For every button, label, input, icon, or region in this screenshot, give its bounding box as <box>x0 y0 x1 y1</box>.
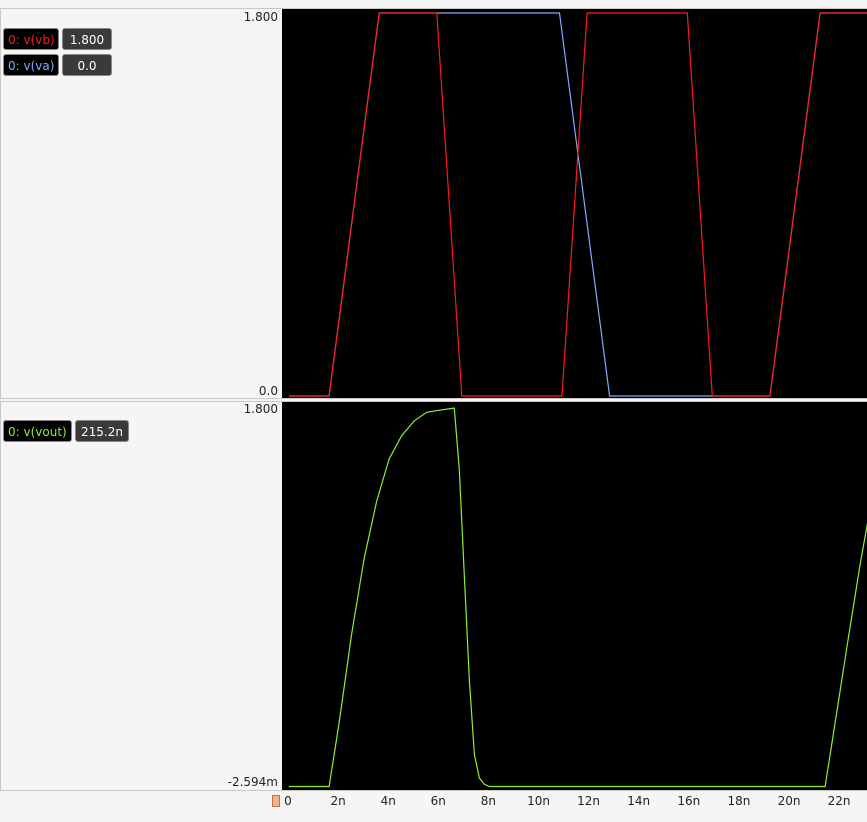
y-max-label-bottom: 1.800 <box>243 402 278 416</box>
series-line-0-v-vb- <box>289 12 867 397</box>
trace-label-vout[interactable]: 0: v(vout) <box>3 420 72 442</box>
x-tick-label: 6n <box>430 794 446 808</box>
legend-row-vb[interactable]: 0: v(vb) 1.800 <box>3 28 112 50</box>
series-line-0-v-vout- <box>289 407 867 788</box>
plot-area-bottom[interactable] <box>282 402 867 790</box>
x-tick-label: 14n <box>627 794 651 808</box>
x-tick-label: 2n <box>330 794 346 808</box>
x-tick-label: 16n <box>677 794 701 808</box>
trace-value-vb: 1.800 <box>62 28 112 50</box>
legend-row-va[interactable]: 0: v(va) 0.0 <box>3 54 112 76</box>
y-max-label-top: 1.800 <box>243 10 278 24</box>
trace-value-vout: 215.2n <box>75 420 129 442</box>
trace-label-va[interactable]: 0: v(va) <box>3 54 59 76</box>
waveform-panel-bottom: 0: v(vout) 215.2n 1.800 -2.594m <box>0 401 867 791</box>
y-min-label-bottom: -2.594m <box>227 775 278 789</box>
trace-value-va: 0.0 <box>62 54 112 76</box>
x-tick-label: 20n <box>777 794 801 808</box>
legend-row-vout[interactable]: 0: v(vout) 215.2n <box>3 420 129 442</box>
x-tick-label: 10n <box>527 794 550 808</box>
x-tick-label: 4n <box>380 794 396 808</box>
x-tick-label: 22n <box>827 794 851 808</box>
x-tick-label: 0 <box>284 794 292 808</box>
plot-background <box>282 402 867 790</box>
plot-area-top[interactable] <box>282 9 867 398</box>
x-tick-label: 18n <box>727 794 751 808</box>
y-min-label-top: 0.0 <box>258 384 278 398</box>
x-tick-label: 12n <box>577 794 601 808</box>
x-tick-label: 8n <box>480 794 497 808</box>
trace-label-vb[interactable]: 0: v(vb) <box>3 28 59 50</box>
x-axis: 0 2n 4n 6n 8n 10n 12n 14n 16n 18n 20n 22n <box>0 791 867 822</box>
waveform-panel-top: 0: v(vb) 1.800 0: v(va) 0.0 1.800 0.0 <box>0 8 867 399</box>
cursor-handle[interactable] <box>272 795 280 807</box>
